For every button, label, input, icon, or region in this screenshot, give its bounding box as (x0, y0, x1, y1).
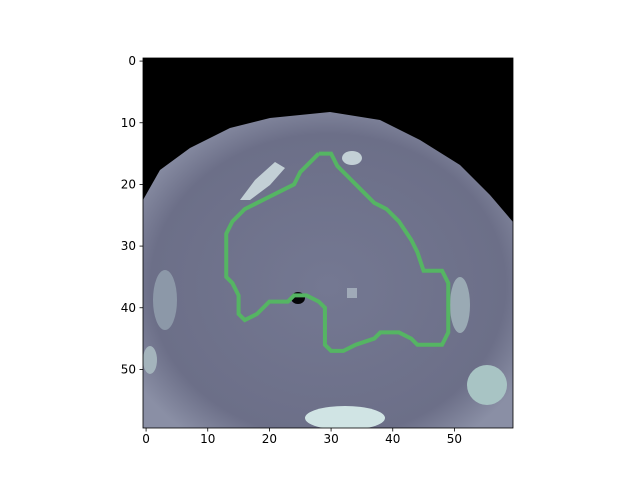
y-tick-label: 30 (121, 239, 136, 253)
bright-region (467, 365, 507, 405)
bright-region (240, 162, 285, 200)
x-tick-label: 0 (142, 432, 150, 446)
y-tick-label: 20 (121, 177, 136, 191)
bright-region (143, 346, 157, 374)
x-tick-label: 40 (385, 432, 400, 446)
axes-frame (142, 57, 514, 429)
x-tick-label: 50 (447, 432, 462, 446)
x-tick-label: 30 (323, 432, 338, 446)
image (143, 58, 513, 428)
bright-region (305, 406, 385, 428)
bright-region (450, 277, 470, 333)
y-tick-label: 0 (128, 54, 136, 68)
x-tick-label: 10 (200, 432, 215, 446)
y-tick-label: 50 (121, 362, 136, 376)
bright-region (347, 288, 357, 298)
contour (224, 151, 451, 353)
y-tick-label: 40 (121, 301, 136, 315)
tissue (143, 112, 513, 428)
bright-region (153, 270, 177, 330)
y-tick-label: 10 (121, 116, 136, 130)
bright-region (342, 151, 362, 165)
x-tick-label: 20 (262, 432, 277, 446)
